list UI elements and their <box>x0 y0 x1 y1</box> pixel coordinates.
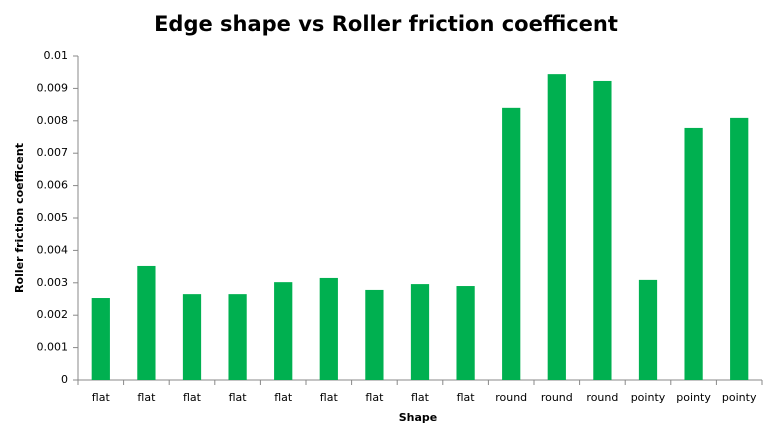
y-tick-label: 0 <box>61 373 68 386</box>
y-tick-label: 0.007 <box>37 146 69 159</box>
x-tick-label: round <box>495 391 527 404</box>
x-axis-label: Shape <box>399 411 438 424</box>
y-axis-label: Roller friction coefficent <box>13 143 26 293</box>
y-tick-label: 0.001 <box>37 341 69 354</box>
bar <box>638 279 658 380</box>
y-tick-label: 0.006 <box>37 179 69 192</box>
x-tick-label: flat <box>365 391 384 404</box>
y-tick-label: 0.003 <box>37 276 69 289</box>
y-tick-label: 0.002 <box>37 308 69 321</box>
y-tick-label: 0.009 <box>37 81 69 94</box>
bar <box>274 282 293 380</box>
bar <box>502 107 521 380</box>
x-tick-label: pointy <box>722 391 757 404</box>
chart-title: Edge shape vs Roller friction coefficent <box>154 12 618 36</box>
x-tick-label: flat <box>457 391 476 404</box>
bar <box>410 284 430 380</box>
bar <box>365 289 384 380</box>
y-tick-label: 0.005 <box>37 211 69 224</box>
bar <box>137 265 156 380</box>
y-tick-label: 0.008 <box>37 114 69 127</box>
bar <box>91 298 110 380</box>
bar <box>228 294 247 380</box>
x-tick-label: flat <box>183 391 202 404</box>
bar <box>593 80 612 380</box>
x-tick-label: pointy <box>676 391 711 404</box>
bar <box>319 277 338 380</box>
y-tick-label: 0.004 <box>37 243 69 256</box>
x-tick-label: flat <box>92 391 111 404</box>
x-tick-label: flat <box>137 391 156 404</box>
x-tick-label: flat <box>411 391 430 404</box>
x-tick-label: flat <box>229 391 248 404</box>
bar <box>182 294 202 380</box>
y-tick-label: 0.01 <box>44 49 69 62</box>
x-tick-label: round <box>586 391 618 404</box>
bar <box>684 127 703 380</box>
bar <box>547 74 566 381</box>
x-tick-label: flat <box>274 391 293 404</box>
x-tick-label: flat <box>320 391 339 404</box>
bar <box>456 286 475 380</box>
x-tick-label: round <box>541 391 573 404</box>
bar <box>730 117 749 380</box>
x-tick-label: pointy <box>631 391 666 404</box>
